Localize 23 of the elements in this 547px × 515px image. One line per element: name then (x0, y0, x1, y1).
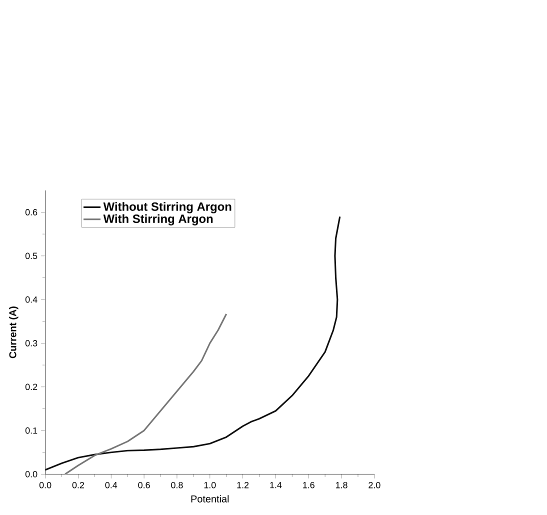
legend-label: With Stirring Argon (103, 214, 213, 226)
x-tick-label: 1.6 (303, 482, 314, 488)
x-tick-label: 0.6 (138, 482, 150, 488)
x-axis-title: Potential (191, 495, 229, 502)
y-tick-label: 0.4 (25, 296, 38, 303)
legend-label: Without Stirring Argon (103, 202, 232, 214)
x-tick-label: 0.4 (105, 482, 118, 488)
x-tick-label: 0.8 (171, 482, 183, 488)
y-tick-label: 0.0 (25, 470, 38, 478)
x-tick-label: 0.2 (72, 482, 84, 488)
x-tick-label: 1.0 (204, 482, 216, 488)
y-axis-title: Current (A) (8, 306, 18, 358)
y-tick-label: 0.2 (25, 384, 38, 390)
y-tick-label: 0.6 (25, 208, 38, 216)
x-tick-label: 0.0 (39, 482, 52, 488)
x-tick-label: 1.8 (336, 482, 348, 488)
y-tick-label: 0.1 (25, 427, 38, 434)
line-series (45, 216, 341, 470)
x-tick-label: 1.2 (237, 482, 249, 488)
y-tick-label: 0.3 (25, 340, 38, 346)
x-tick-label: 2.0 (368, 482, 380, 488)
y-tick-label: 0.5 (25, 252, 38, 259)
x-tick-label: 1.4 (270, 482, 282, 488)
